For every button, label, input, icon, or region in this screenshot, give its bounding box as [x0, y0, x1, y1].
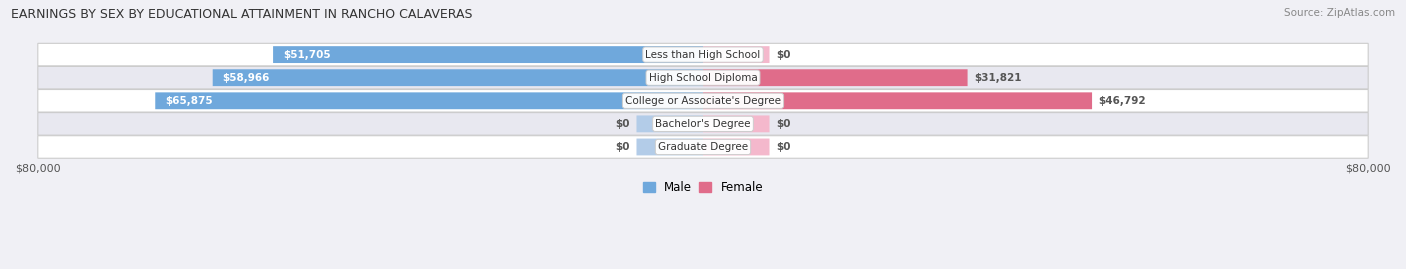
FancyBboxPatch shape [703, 46, 769, 63]
Text: $0: $0 [616, 119, 630, 129]
FancyBboxPatch shape [212, 69, 703, 86]
FancyBboxPatch shape [38, 43, 1368, 66]
FancyBboxPatch shape [38, 66, 1368, 89]
FancyBboxPatch shape [703, 92, 1092, 109]
FancyBboxPatch shape [38, 90, 1368, 112]
FancyBboxPatch shape [38, 113, 1368, 135]
Text: $46,792: $46,792 [1098, 96, 1146, 106]
Text: $0: $0 [616, 142, 630, 152]
Legend: Male, Female: Male, Female [638, 176, 768, 199]
Text: Graduate Degree: Graduate Degree [658, 142, 748, 152]
FancyBboxPatch shape [703, 69, 967, 86]
Text: $0: $0 [776, 49, 790, 60]
FancyBboxPatch shape [273, 46, 703, 63]
Text: College or Associate's Degree: College or Associate's Degree [626, 96, 780, 106]
Text: $0: $0 [776, 142, 790, 152]
Text: $58,966: $58,966 [222, 73, 270, 83]
Text: $0: $0 [776, 119, 790, 129]
FancyBboxPatch shape [637, 115, 703, 132]
FancyBboxPatch shape [38, 136, 1368, 158]
Text: Less than High School: Less than High School [645, 49, 761, 60]
FancyBboxPatch shape [703, 139, 769, 155]
Text: High School Diploma: High School Diploma [648, 73, 758, 83]
Text: $51,705: $51,705 [283, 49, 330, 60]
Text: $31,821: $31,821 [974, 73, 1022, 83]
Text: EARNINGS BY SEX BY EDUCATIONAL ATTAINMENT IN RANCHO CALAVERAS: EARNINGS BY SEX BY EDUCATIONAL ATTAINMEN… [11, 8, 472, 21]
Text: Bachelor's Degree: Bachelor's Degree [655, 119, 751, 129]
Text: Source: ZipAtlas.com: Source: ZipAtlas.com [1284, 8, 1395, 18]
FancyBboxPatch shape [703, 115, 769, 132]
FancyBboxPatch shape [155, 92, 703, 109]
FancyBboxPatch shape [637, 139, 703, 155]
Text: $65,875: $65,875 [166, 96, 212, 106]
